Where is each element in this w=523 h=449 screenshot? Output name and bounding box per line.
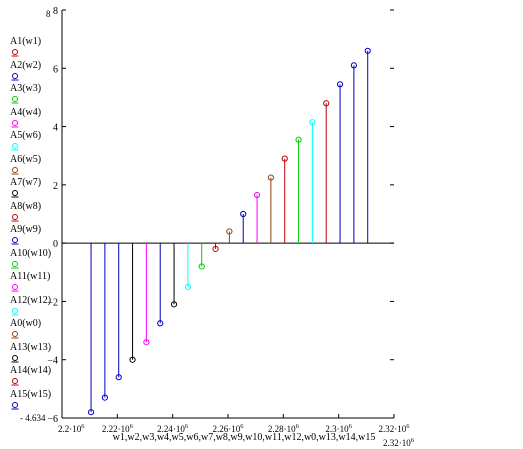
stem-marker	[323, 100, 330, 107]
stem-marker	[226, 228, 233, 235]
stem-marker	[143, 339, 150, 346]
legend-marker-icon	[11, 190, 19, 198]
x-tick-label: 2.24·106	[157, 423, 189, 434]
legend-marker-icon	[11, 260, 19, 268]
legend-label: A10(w10)	[10, 247, 52, 259]
y-tick-label: −4	[47, 356, 58, 367]
legend-item: A4(w4)	[10, 107, 70, 131]
legend-marker-icon	[11, 166, 19, 174]
legend-item: A8(w8)	[10, 201, 70, 225]
y-tick-label: −6	[47, 414, 58, 425]
legend-item: A13(w13)	[10, 342, 70, 366]
y-tick-label: 0	[53, 239, 58, 250]
legend-marker-icon	[11, 284, 19, 292]
stem-marker	[157, 320, 164, 327]
stem-marker	[115, 374, 122, 381]
tick-labels: 8 6 4 2 0 −2 −4 −6 8 - 4.634 2.22·106 2.24·106 2.26·…	[20, 6, 415, 448]
legend-marker-icon	[11, 354, 19, 362]
y-max-label: 8	[46, 9, 51, 19]
y-tick-label: 2	[53, 181, 58, 192]
legend-item: A14(w14)	[10, 365, 70, 389]
stem-marker	[170, 301, 178, 308]
legend-marker-icon	[11, 49, 19, 57]
x-tick-label: 2.28·106	[268, 423, 300, 434]
stem-marker	[295, 136, 302, 143]
stem-marker	[198, 263, 205, 270]
legend-label: A13(w13)	[10, 341, 52, 353]
x-tick-label: 2.3·106	[325, 423, 352, 434]
legend-item: A12(w12)	[10, 295, 70, 319]
legend-item: A3(w3)	[10, 83, 70, 107]
stem-marker	[350, 62, 357, 69]
axes	[61, 9, 395, 419]
legend-label: A11(w11)	[10, 271, 51, 282]
x-axis-label: w1,w2,w3,w4,w5,w6,w7,w8,w9,w10,w11,w12,w…	[113, 432, 376, 443]
y-tick-label: −2	[47, 297, 58, 308]
legend-item: A1(w1)	[10, 36, 70, 60]
legend-label: A15(w15)	[10, 388, 52, 400]
y-tick-label: 6	[53, 64, 58, 75]
legend-label: A9(w9)	[10, 224, 42, 235]
x-min-label: 2.2·106	[58, 423, 85, 434]
stem-marker	[184, 283, 191, 290]
y-tick-label: 4	[53, 123, 58, 134]
legend-label: A8(w8)	[10, 200, 42, 212]
legend-label: A7(w7)	[10, 177, 42, 188]
legend-marker-icon	[11, 96, 19, 104]
legend-marker-icon	[11, 237, 19, 245]
legend-item: A5(w6)	[10, 130, 70, 154]
stem-marker	[101, 394, 108, 401]
stem-marker	[309, 119, 316, 126]
legend-marker-icon	[11, 307, 19, 315]
x-tick-label: 2.22·106	[102, 423, 134, 434]
legend-label: A0(w0)	[10, 318, 42, 329]
stem-marker	[281, 155, 288, 162]
legend-marker-icon	[11, 331, 19, 339]
legend-item: A10(w10)	[10, 248, 70, 272]
legend-label: A3(w3)	[10, 83, 42, 94]
legend-label: A14(w14)	[10, 365, 52, 376]
legend-label: A12(w12)	[10, 294, 52, 306]
legend-item: A6(w5)	[10, 154, 70, 178]
legend-label: A1(w1)	[10, 36, 42, 47]
legend-label: A6(w5)	[10, 153, 42, 165]
legend-marker-icon	[11, 72, 19, 80]
stem-marker	[364, 47, 371, 54]
y-min-label: - 4.634	[20, 413, 46, 423]
legend-marker-icon	[11, 401, 19, 409]
stem-series	[87, 47, 371, 416]
stem-marker	[336, 81, 344, 88]
stem-marker	[129, 356, 136, 363]
x-tick-label: 2.26·106	[213, 423, 245, 434]
legend-item: A0(w0)	[10, 318, 70, 342]
legend-marker-icon	[11, 119, 19, 127]
legend-label: A5(w6)	[10, 130, 42, 141]
legend-marker-icon	[11, 378, 19, 386]
legend-item: A11(w11)	[10, 271, 70, 295]
legend-marker-icon	[11, 143, 19, 151]
stem-marker	[87, 409, 95, 416]
legend-item: A15(w15)	[10, 389, 70, 413]
legend: A1(w1) A2(w2) A3(w3) A4(w4) A5(w6) A6(w5) A7(w…	[10, 36, 70, 412]
legend-item: A7(w7)	[10, 177, 70, 201]
stem-marker	[253, 191, 261, 199]
legend-label: A4(w4)	[10, 106, 42, 118]
y-tick-label: 8	[53, 6, 58, 17]
legend-marker-icon	[11, 213, 19, 221]
x-max-label: 2.32·106	[383, 437, 415, 448]
x-tick-label: 2.32·106	[379, 423, 411, 434]
stem-marker	[267, 174, 274, 181]
legend-item: A9(w9)	[10, 224, 70, 248]
stem-marker	[240, 210, 247, 218]
stem-marker	[212, 245, 219, 253]
legend-label: A2(w2)	[10, 59, 42, 71]
legend-item: A2(w2)	[10, 60, 70, 84]
